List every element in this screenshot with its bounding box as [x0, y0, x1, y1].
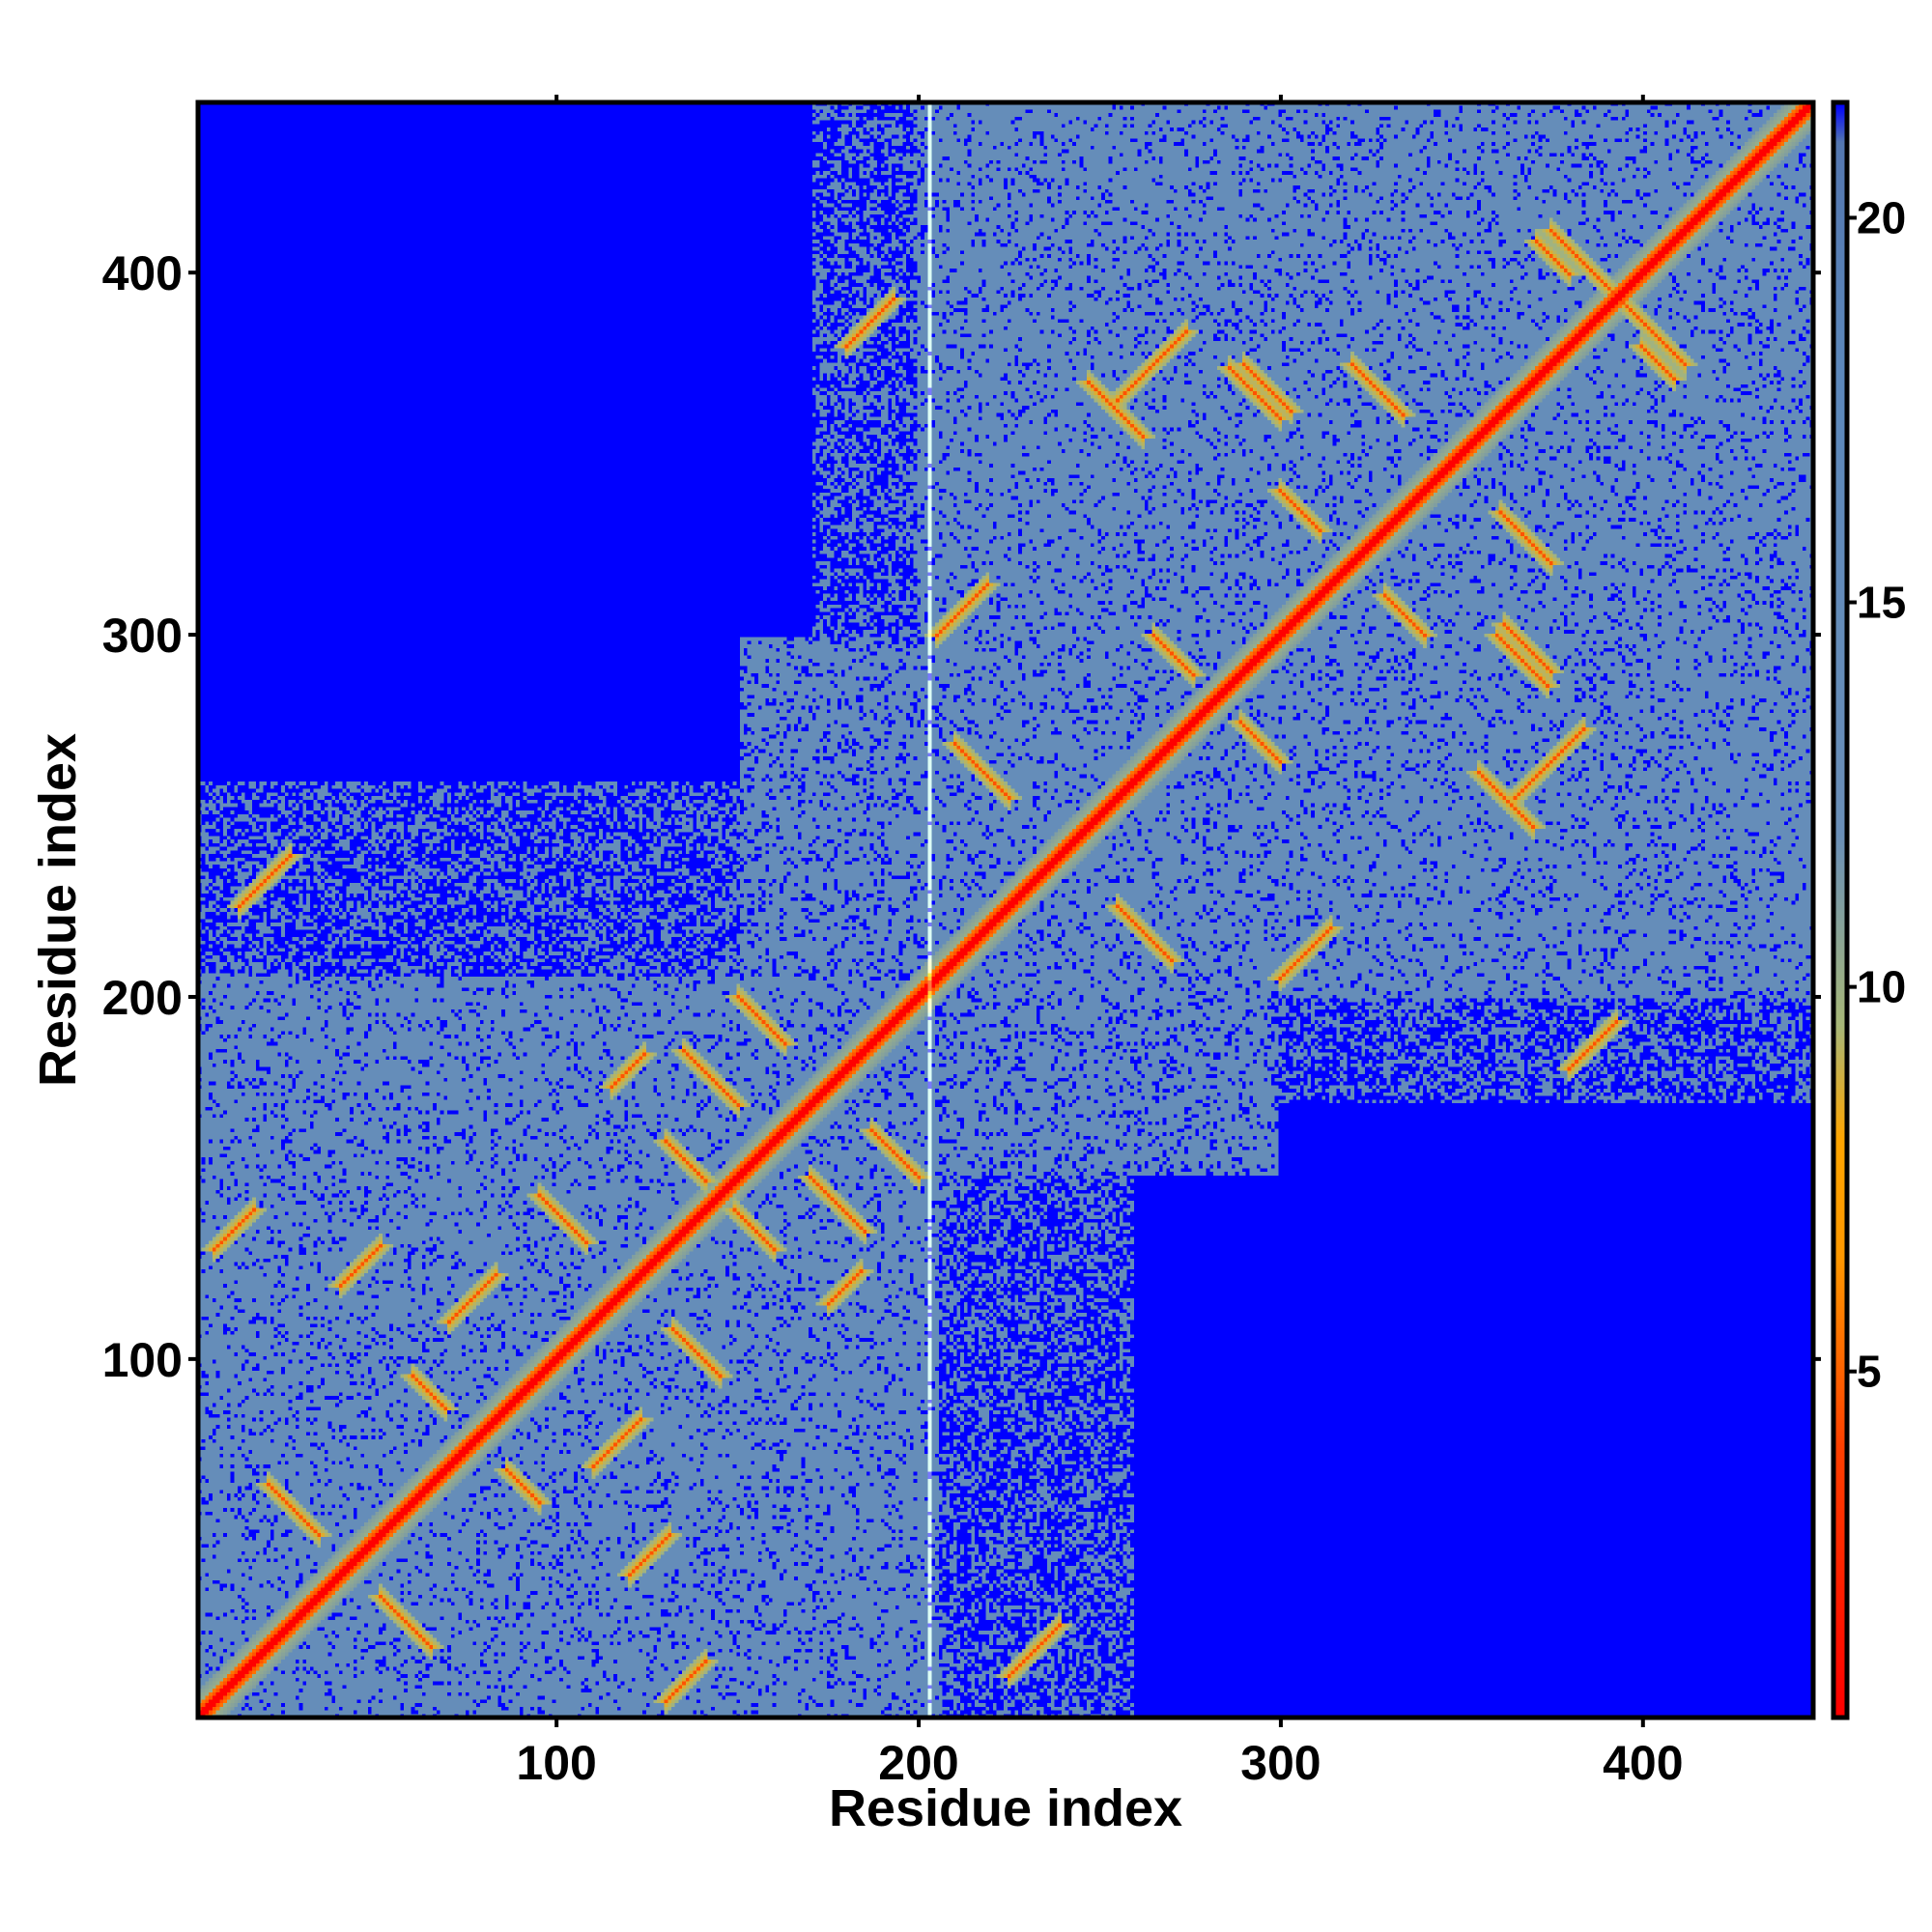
y-axis-label: Residue index	[29, 733, 87, 1087]
distance-heatmap	[198, 102, 1813, 1718]
x-tick-label: 400	[1603, 1736, 1683, 1790]
x-tick-label: 100	[516, 1736, 596, 1790]
colorbar-tick-label: 15	[1857, 578, 1906, 628]
colorbar-frame	[1831, 99, 1850, 1720]
plot-frame	[195, 99, 1816, 1720]
colorbar-gradient	[1833, 102, 1847, 1718]
y-tick-label: 100	[102, 1333, 183, 1387]
colorbar-tick-label: 5	[1857, 1347, 1882, 1397]
colorbar-tick-label: 20	[1857, 192, 1906, 242]
y-tick-label: 400	[102, 246, 183, 300]
colorbar-tick-label: 10	[1857, 962, 1906, 1012]
x-axis-label: Residue index	[829, 1779, 1182, 1837]
y-tick-label: 300	[102, 609, 183, 663]
x-tick-label: 300	[1240, 1736, 1321, 1790]
x-tick-label: 200	[878, 1736, 958, 1790]
y-tick-label: 200	[102, 971, 183, 1025]
axes-layer: 100 200 300 400 100 200 300 400 5 10 15 20	[102, 95, 1906, 1790]
